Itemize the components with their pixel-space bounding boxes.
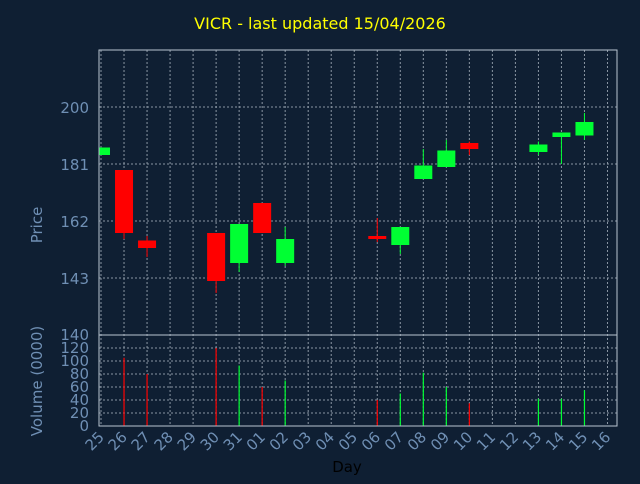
price-tick-label: 200 bbox=[60, 99, 89, 117]
chart-marks bbox=[99, 113, 594, 426]
candle-body-31 bbox=[230, 224, 249, 263]
volume-tick-label: 60 bbox=[70, 378, 89, 396]
day-tick-label: 16 bbox=[588, 428, 614, 454]
candle-body-09 bbox=[437, 150, 456, 167]
volume-tick-label: 40 bbox=[70, 391, 89, 409]
volume-tick-label: 0 bbox=[79, 417, 89, 435]
candle-body-07 bbox=[391, 227, 410, 245]
price-plot-frame bbox=[98, 49, 618, 336]
volume-axis-label: Volume (0000) bbox=[28, 326, 46, 436]
candle-body-13 bbox=[529, 144, 548, 152]
price-tick-label: 162 bbox=[60, 213, 89, 231]
candle-body-27 bbox=[138, 240, 157, 248]
volume-tick-label: 80 bbox=[70, 365, 89, 383]
candle-body-15 bbox=[575, 122, 594, 136]
day-axis-label: Day bbox=[332, 458, 362, 476]
price-tick-label: 143 bbox=[60, 270, 89, 288]
candle-body-30 bbox=[207, 233, 226, 281]
volume-plot-frame bbox=[98, 334, 618, 427]
volume-tick-label: 20 bbox=[70, 404, 89, 422]
chart-title: VICR - last updated 15/04/2026 bbox=[194, 14, 446, 33]
candle-body-10 bbox=[460, 143, 479, 149]
candle-body-26 bbox=[115, 170, 134, 233]
volume-tick-label: 120 bbox=[60, 339, 89, 357]
volume-tick-label: 100 bbox=[60, 352, 89, 370]
axis-labels: Price Volume (0000) Day 143 162 181 200 0204… bbox=[28, 99, 614, 476]
grid-lines bbox=[99, 50, 617, 426]
candle-body-02 bbox=[276, 239, 295, 263]
candle-body-08 bbox=[414, 165, 433, 179]
plot-frames bbox=[98, 49, 618, 427]
price-tick-label: 181 bbox=[60, 156, 89, 174]
candle-body-06 bbox=[368, 236, 387, 239]
candle-body-25 bbox=[99, 147, 110, 155]
price-axis-label: Price bbox=[28, 207, 46, 244]
volume-tick-label: 140 bbox=[60, 326, 89, 344]
candle-body-01 bbox=[253, 203, 272, 233]
candle-body-14 bbox=[552, 132, 571, 137]
